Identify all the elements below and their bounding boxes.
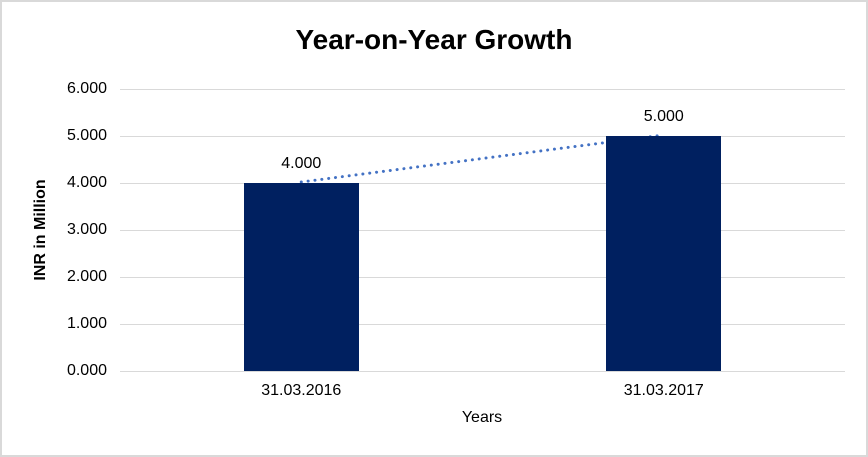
gridline [120,88,845,90]
plot-area [120,88,845,372]
y-tick-label: 6.000 [66,80,107,97]
y-tick-label: 2.000 [66,268,107,285]
gridline [120,182,845,184]
y-tick-label: 3.000 [66,221,107,238]
bar-data-label: 4.000 [281,155,322,172]
x-axis-title: Years [461,409,503,426]
chart-title: Year-on-Year Growth [295,24,573,55]
x-tick-label: 31.03.2017 [623,382,704,399]
gridline [120,276,845,278]
y-tick-label: 1.000 [66,315,107,332]
bar [243,183,359,371]
y-tick-label: 5.000 [66,127,107,144]
y-tick-label: 4.000 [66,174,107,191]
y-tick-label: 0.000 [66,362,107,379]
bar [606,136,722,371]
gridline [120,370,845,372]
x-tick-label: 31.03.2016 [261,382,342,399]
gridline [120,229,845,231]
gridline [120,323,845,325]
gridline [120,135,845,137]
bar-data-label: 5.000 [643,108,684,125]
